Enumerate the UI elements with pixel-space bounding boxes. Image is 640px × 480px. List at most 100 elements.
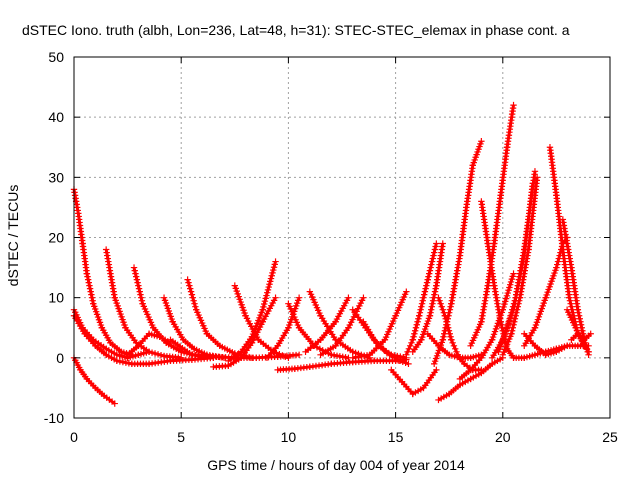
data-point bbox=[513, 306, 521, 313]
data-point bbox=[440, 330, 448, 337]
data-point bbox=[238, 301, 245, 308]
data-point bbox=[531, 324, 539, 331]
data-point bbox=[267, 275, 275, 282]
data-point bbox=[264, 286, 272, 294]
data-point bbox=[135, 282, 142, 289]
data-point bbox=[83, 270, 91, 277]
data-point bbox=[540, 299, 547, 307]
data-point bbox=[421, 288, 429, 295]
data-point bbox=[574, 306, 582, 313]
data-point bbox=[447, 333, 454, 340]
data-point bbox=[111, 294, 118, 301]
data-point bbox=[532, 321, 540, 329]
data-point bbox=[490, 331, 498, 338]
data-point bbox=[430, 252, 437, 259]
data-point bbox=[236, 296, 243, 303]
data-point bbox=[416, 309, 424, 316]
data-point bbox=[433, 366, 440, 374]
data-point bbox=[478, 138, 485, 145]
data-point bbox=[417, 306, 424, 313]
data-point bbox=[446, 306, 454, 313]
data-point bbox=[510, 270, 517, 277]
data-point bbox=[345, 294, 352, 301]
data-point bbox=[131, 267, 138, 274]
data-point bbox=[566, 297, 574, 304]
data-point bbox=[575, 312, 583, 319]
data-point bbox=[509, 324, 517, 331]
data-point bbox=[554, 258, 562, 265]
data-point bbox=[425, 273, 432, 280]
data-point bbox=[575, 309, 582, 316]
data-point bbox=[566, 294, 573, 301]
x-tick-label: 20 bbox=[495, 429, 511, 445]
data-point bbox=[507, 281, 514, 288]
data-point bbox=[272, 258, 279, 265]
series-24 bbox=[409, 240, 446, 356]
chart-title: dSTEC Iono. truth (albh, Lon=236, Lat=48… bbox=[22, 22, 570, 38]
data-point bbox=[488, 336, 496, 343]
series-20 bbox=[360, 318, 412, 368]
series-trace bbox=[570, 332, 592, 342]
data-point bbox=[419, 297, 426, 304]
data-point bbox=[577, 321, 585, 328]
data-point bbox=[286, 321, 293, 329]
data-point bbox=[504, 321, 512, 328]
data-point bbox=[450, 342, 458, 349]
data-point bbox=[145, 348, 153, 356]
data-point bbox=[354, 305, 362, 312]
series-14 bbox=[274, 356, 410, 374]
data-point bbox=[232, 285, 239, 292]
data-point bbox=[349, 316, 356, 323]
series-8 bbox=[124, 330, 174, 359]
data-point bbox=[425, 270, 433, 277]
series-11 bbox=[231, 282, 292, 362]
data-point bbox=[184, 276, 191, 283]
data-point bbox=[504, 289, 511, 297]
data-point bbox=[447, 303, 454, 310]
data-point bbox=[120, 319, 127, 326]
data-point bbox=[136, 288, 143, 295]
data-point bbox=[87, 288, 94, 295]
data-point bbox=[493, 322, 501, 330]
data-point bbox=[543, 291, 550, 299]
data-point bbox=[186, 282, 193, 289]
data-point bbox=[420, 294, 427, 301]
data-point bbox=[411, 330, 418, 337]
data-point bbox=[418, 300, 426, 307]
data-point bbox=[267, 278, 274, 285]
data-point bbox=[426, 312, 434, 319]
data-point bbox=[502, 295, 510, 302]
data-point bbox=[316, 345, 324, 353]
data-point bbox=[260, 300, 268, 308]
data-point bbox=[138, 297, 146, 304]
data-point bbox=[534, 316, 542, 323]
data-point bbox=[426, 267, 434, 274]
data-point bbox=[424, 276, 431, 283]
data-point bbox=[272, 294, 279, 301]
data-point bbox=[292, 302, 300, 310]
data-point bbox=[507, 278, 515, 286]
data-point bbox=[148, 349, 156, 356]
data-point bbox=[511, 315, 519, 322]
data-point bbox=[545, 286, 552, 293]
data-point bbox=[548, 278, 555, 285]
data-point bbox=[439, 306, 446, 313]
series-36 bbox=[521, 234, 571, 349]
data-point bbox=[154, 351, 162, 358]
data-point bbox=[420, 291, 428, 298]
data-point bbox=[263, 292, 270, 299]
data-point bbox=[116, 358, 124, 365]
data-point bbox=[113, 299, 120, 307]
data-point bbox=[357, 299, 364, 307]
data-point bbox=[346, 321, 353, 329]
data-point bbox=[510, 321, 517, 328]
data-point bbox=[427, 264, 434, 271]
data-point bbox=[438, 303, 445, 310]
series-41 bbox=[568, 330, 594, 343]
data-point bbox=[439, 336, 446, 343]
data-point bbox=[536, 310, 544, 318]
data-point bbox=[266, 281, 273, 288]
data-point bbox=[563, 342, 571, 349]
data-point bbox=[122, 359, 130, 366]
